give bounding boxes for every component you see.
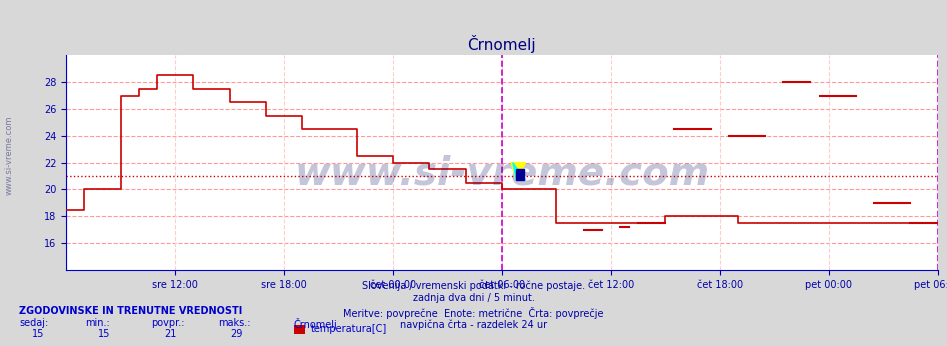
Text: ZGODOVINSKE IN TRENUTNE VREDNOSTI: ZGODOVINSKE IN TRENUTNE VREDNOSTI — [19, 306, 242, 316]
Text: Meritve: povprečne  Enote: metrične  Črta: povprečje: Meritve: povprečne Enote: metrične Črta:… — [343, 307, 604, 319]
Polygon shape — [513, 163, 526, 180]
Text: 21: 21 — [164, 329, 177, 339]
Text: povpr.:: povpr.: — [152, 318, 185, 328]
Title: Črnomelj: Črnomelj — [468, 35, 536, 53]
Text: 15: 15 — [98, 329, 111, 339]
Text: www.si-vreme.com: www.si-vreme.com — [295, 154, 709, 192]
Text: navpična črta - razdelek 24 ur: navpična črta - razdelek 24 ur — [400, 320, 547, 330]
Polygon shape — [516, 169, 524, 180]
Text: min.:: min.: — [85, 318, 110, 328]
Text: 15: 15 — [31, 329, 45, 339]
Text: www.si-vreme.com: www.si-vreme.com — [5, 116, 14, 195]
Text: Črnomelj: Črnomelj — [294, 318, 337, 330]
Text: zadnja dva dni / 5 minut.: zadnja dva dni / 5 minut. — [413, 293, 534, 303]
Text: sedaj:: sedaj: — [19, 318, 48, 328]
Text: Slovenija / vremenski podatki - ročne postaje.: Slovenija / vremenski podatki - ročne po… — [362, 280, 585, 291]
Text: maks.:: maks.: — [218, 318, 250, 328]
Text: 29: 29 — [230, 329, 243, 339]
Text: temperatura[C]: temperatura[C] — [311, 324, 387, 334]
Polygon shape — [511, 163, 526, 180]
